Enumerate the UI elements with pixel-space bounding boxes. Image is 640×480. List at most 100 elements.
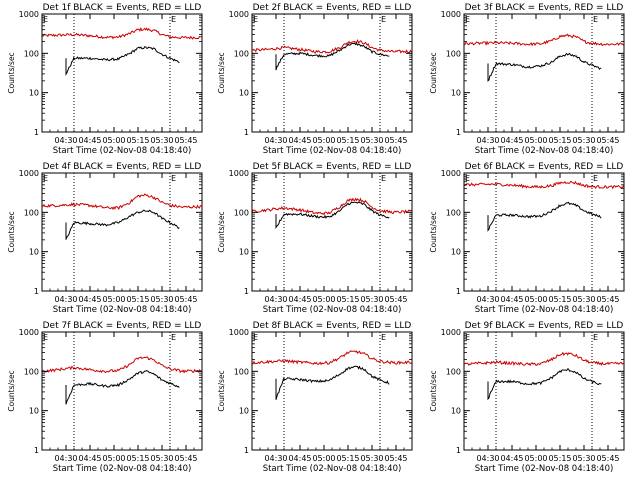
chart-title: Det 4f BLACK = Events, RED = LLD xyxy=(43,162,202,172)
y-tick-label: 100 xyxy=(24,49,39,58)
y-tick-label: 1000 xyxy=(441,169,461,178)
marker-label: E xyxy=(465,333,470,342)
y-tick-label: 10 xyxy=(29,248,39,257)
chart-title: Det 5f BLACK = Events, RED = LLD xyxy=(253,162,412,172)
x-tick-label: 04:45 xyxy=(500,454,523,463)
marker-label: E xyxy=(381,174,386,183)
x-tick-label: 05:15 xyxy=(548,136,571,145)
x-tick-label: 04:45 xyxy=(288,136,311,145)
y-tick-label: 10 xyxy=(451,407,461,416)
x-tick-label: 04:45 xyxy=(500,136,523,145)
y-axis-label: Counts/sec xyxy=(217,370,226,411)
x-tick-label: 05:00 xyxy=(102,136,125,145)
x-tick-label: 04:30 xyxy=(54,454,77,463)
x-tick-label: 05:30 xyxy=(572,136,595,145)
x-tick-label: 05:45 xyxy=(174,295,197,304)
x-tick-label: 04:30 xyxy=(264,295,287,304)
y-tick-label: 1000 xyxy=(229,10,249,19)
series-events-line xyxy=(65,209,180,240)
x-tick-label: 05:30 xyxy=(572,454,595,463)
marker-label: E xyxy=(593,15,598,24)
x-tick-label: 05:15 xyxy=(336,295,359,304)
y-tick-label: 100 xyxy=(234,367,249,376)
series-events-line xyxy=(275,42,390,71)
chart-panel-8: Det 8f BLACK = Events, RED = LLD E E 1 10 100… xyxy=(217,321,413,474)
x-axis-label: Start Time (02-Nov-08 04:18:40) xyxy=(53,146,192,156)
y-tick-label: 1000 xyxy=(229,328,249,337)
marker-label: E xyxy=(593,333,598,342)
x-tick-label: 04:30 xyxy=(264,136,287,145)
y-axis-label: Counts/sec xyxy=(429,52,438,93)
marker-label: E xyxy=(465,174,470,183)
x-tick-label: 04:45 xyxy=(78,136,101,145)
x-tick-label: 05:45 xyxy=(174,136,197,145)
marker-label: E xyxy=(43,15,48,24)
series-lld-line xyxy=(251,197,412,216)
y-tick-label: 10 xyxy=(239,89,249,98)
y-axis-label: Counts/sec xyxy=(7,211,16,252)
series-events-line xyxy=(65,46,180,76)
y-tick-label: 1000 xyxy=(229,169,249,178)
series-events-line xyxy=(487,52,602,82)
plot-frame xyxy=(251,13,413,133)
chart-title: Det 2f BLACK = Events, RED = LLD xyxy=(253,3,412,13)
x-tick-label: 05:15 xyxy=(336,136,359,145)
x-tick-label: 05:00 xyxy=(312,136,335,145)
chart-panel-9: Det 9f BLACK = Events, RED = LLD E E 1 10 100… xyxy=(429,321,625,474)
marker-label: E xyxy=(253,174,258,183)
chart-panel-1: Det 1f BLACK = Events, RED = LLD E E 1 10 100… xyxy=(7,3,203,156)
x-tick-label: 05:45 xyxy=(384,295,407,304)
x-tick-label: 05:30 xyxy=(360,454,383,463)
chart-panel-7: Det 7f BLACK = Events, RED = LLD E E 1 10 100… xyxy=(7,321,203,474)
x-tick-label: 05:30 xyxy=(360,295,383,304)
marker-label: E xyxy=(465,15,470,24)
y-tick-label: 1 xyxy=(244,287,249,296)
x-tick-label: 05:30 xyxy=(150,454,173,463)
chart-title: Det 8f BLACK = Events, RED = LLD xyxy=(253,321,412,331)
y-tick-label: 1000 xyxy=(19,328,39,337)
y-tick-label: 10 xyxy=(451,89,461,98)
chart-panel-5: Det 5f BLACK = Events, RED = LLD E E 1 10 100… xyxy=(217,162,413,315)
x-tick-label: 05:30 xyxy=(150,136,173,145)
y-tick-label: 100 xyxy=(446,49,461,58)
y-tick-label: 1 xyxy=(456,446,461,455)
x-tick-label: 04:45 xyxy=(288,295,311,304)
x-tick-label: 05:00 xyxy=(524,136,547,145)
chart-panel-3: Det 3f BLACK = Events, RED = LLD E E 1 10 100… xyxy=(429,3,625,156)
x-tick-label: 04:30 xyxy=(476,136,499,145)
series-lld-line xyxy=(41,26,202,40)
y-tick-label: 1 xyxy=(34,446,39,455)
y-tick-label: 100 xyxy=(24,208,39,217)
marker-label: E xyxy=(253,333,258,342)
x-tick-label: 04:45 xyxy=(500,295,523,304)
chart-panel-2: Det 2f BLACK = Events, RED = LLD E E 1 10 100… xyxy=(217,3,413,156)
marker-label: E xyxy=(593,174,598,183)
series-events-line xyxy=(275,365,390,400)
x-axis-label: Start Time (02-Nov-08 04:18:40) xyxy=(53,464,192,474)
x-tick-label: 05:45 xyxy=(384,136,407,145)
marker-label: E xyxy=(171,15,176,24)
y-axis-label: Counts/sec xyxy=(7,370,16,411)
y-tick-label: 10 xyxy=(29,407,39,416)
y-tick-label: 100 xyxy=(234,49,249,58)
plot-frame xyxy=(251,172,413,292)
y-axis-label: Counts/sec xyxy=(217,52,226,93)
x-tick-label: 05:15 xyxy=(548,295,571,304)
y-tick-label: 10 xyxy=(239,407,249,416)
series-lld-line xyxy=(41,356,202,374)
y-tick-label: 1 xyxy=(456,128,461,137)
x-tick-label: 05:15 xyxy=(126,454,149,463)
x-tick-label: 05:30 xyxy=(360,136,383,145)
chart-title: Det 3f BLACK = Events, RED = LLD xyxy=(465,3,624,13)
y-tick-label: 10 xyxy=(29,89,39,98)
x-tick-label: 05:30 xyxy=(150,295,173,304)
series-lld-line xyxy=(41,193,202,211)
y-axis-label: Counts/sec xyxy=(7,52,16,93)
y-axis-label: Counts/sec xyxy=(217,211,226,252)
chart-title: Det 9f BLACK = Events, RED = LLD xyxy=(465,321,624,331)
x-tick-label: 05:00 xyxy=(102,454,125,463)
x-tick-label: 05:45 xyxy=(596,454,619,463)
y-tick-label: 10 xyxy=(239,248,249,257)
x-axis-label: Start Time (02-Nov-08 04:18:40) xyxy=(475,146,614,156)
x-tick-label: 05:30 xyxy=(572,295,595,304)
